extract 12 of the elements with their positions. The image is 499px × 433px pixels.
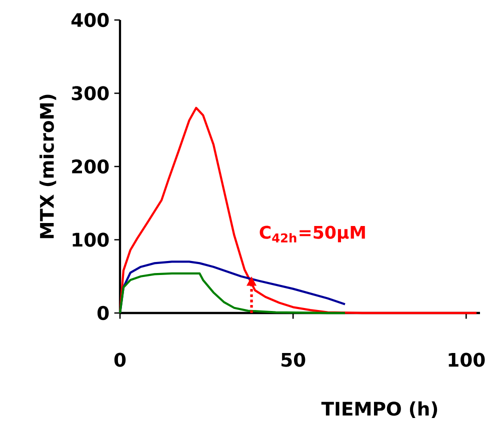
y-tick-label: 400 — [71, 12, 109, 28]
x-tick-label: 0 — [114, 352, 126, 367]
x-tick-label: 100 — [448, 352, 485, 367]
annotation: C$_{42h}$=50µM — [260, 226, 365, 242]
x-tick-label: 50 — [282, 352, 306, 367]
x-axis-title: TIEMPO (h) — [321, 401, 438, 418]
y-tick-label: 0 — [98, 306, 109, 320]
y-tick-label: 300 — [72, 86, 109, 100]
y-tick-label: 100 — [72, 232, 109, 247]
line-series — [118, 272, 346, 314]
y-tick-label: 200 — [72, 159, 109, 174]
y-axis-title: MTX (microM) — [40, 94, 56, 238]
